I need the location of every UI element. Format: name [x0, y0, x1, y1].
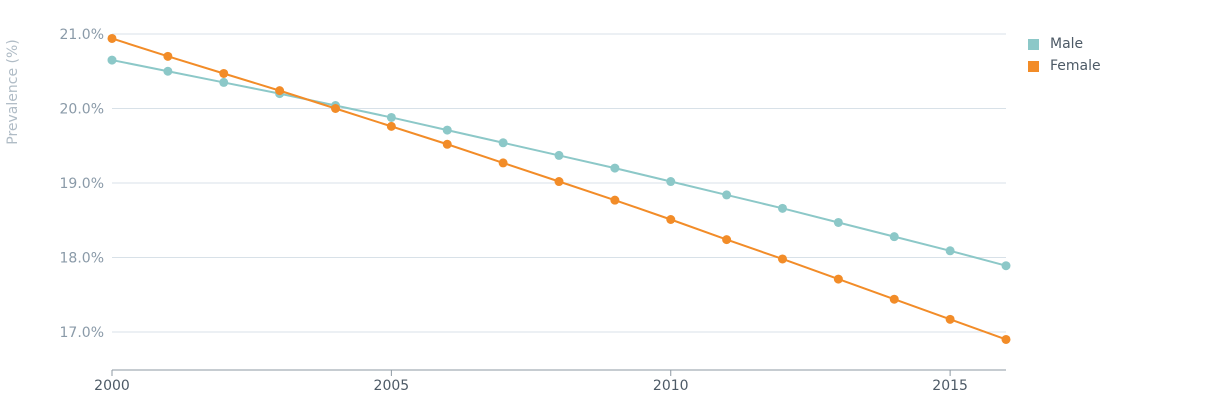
data-point-male[interactable] [945, 246, 955, 256]
data-point-female[interactable] [107, 33, 117, 43]
series-layer [107, 33, 1011, 344]
data-point-female[interactable] [778, 254, 787, 264]
data-point-female[interactable] [219, 68, 229, 78]
data-point-female[interactable] [275, 86, 285, 96]
data-point-male[interactable] [666, 177, 676, 187]
data-point-male[interactable] [107, 55, 117, 65]
tick-labels: 17.0% 18.0% 19.0% 20.0% 21.0% 2000 2005 2010 201… [60, 27, 968, 394]
data-point-male[interactable] [442, 125, 452, 135]
data-point-female[interactable] [1001, 334, 1011, 344]
data-point-female[interactable] [386, 121, 396, 131]
data-point-female[interactable] [666, 215, 676, 225]
y-axis-title: Prevalence (%) [5, 39, 21, 145]
series-female [107, 33, 1011, 344]
data-point-male[interactable] [833, 217, 843, 227]
legend-item-male[interactable]: Male [1028, 33, 1101, 55]
x-tick-label: 2010 [653, 378, 689, 394]
legend-label-female: Female [1050, 58, 1101, 74]
data-point-male[interactable] [554, 150, 564, 160]
data-point-female[interactable] [331, 104, 340, 113]
y-tick-label: 21.0% [60, 27, 104, 43]
series-line-male[interactable] [111, 59, 1007, 267]
data-point-male[interactable] [722, 190, 732, 200]
y-tick-label: 20.0% [60, 102, 104, 118]
legend-swatch-male [1028, 38, 1039, 50]
axes [111, 369, 1006, 376]
data-point-female[interactable] [498, 158, 508, 168]
series-line-female[interactable] [111, 37, 1007, 341]
y-tick-label: 19.0% [60, 176, 104, 192]
x-tick-label: 2000 [94, 378, 130, 394]
y-tick-label: 17.0% [60, 325, 104, 341]
data-point-male[interactable] [889, 232, 899, 242]
data-point-female[interactable] [554, 177, 564, 187]
data-point-male[interactable] [219, 77, 229, 87]
data-point-male[interactable] [498, 138, 508, 148]
x-tick-label: 2015 [932, 378, 968, 394]
data-point-male[interactable] [1001, 261, 1011, 271]
data-point-female[interactable] [610, 195, 620, 205]
legend-swatch-female [1028, 60, 1039, 72]
legend-item-female[interactable]: Female [1028, 55, 1101, 77]
data-point-female[interactable] [833, 274, 843, 284]
data-point-male[interactable] [778, 203, 787, 213]
data-point-female[interactable] [442, 139, 452, 149]
data-point-male[interactable] [386, 112, 396, 122]
y-tick-label: 18.0% [60, 251, 104, 267]
data-point-female[interactable] [889, 294, 899, 304]
legend: Male Female [1028, 33, 1101, 77]
x-tick-label: 2005 [374, 378, 410, 394]
legend-label-male: Male [1050, 36, 1084, 52]
data-point-female[interactable] [722, 235, 732, 245]
data-point-male[interactable] [163, 66, 173, 76]
data-point-female[interactable] [945, 314, 955, 324]
series-male [107, 55, 1011, 271]
data-point-female[interactable] [163, 51, 173, 61]
data-point-male[interactable] [610, 163, 620, 173]
